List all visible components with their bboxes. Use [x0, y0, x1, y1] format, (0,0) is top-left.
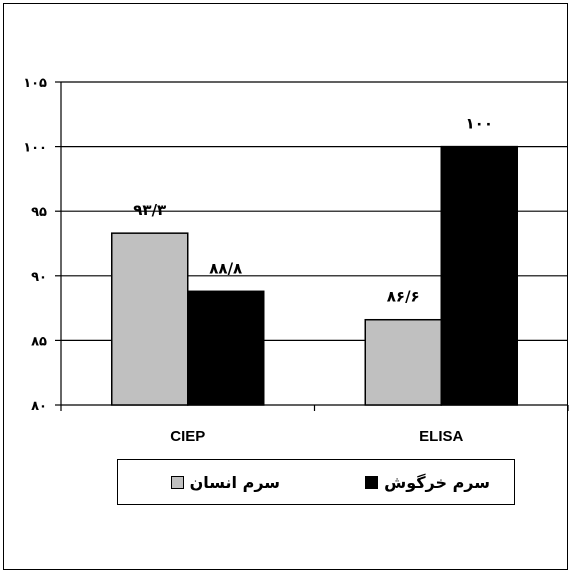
legend-item-rabbit: سرم خرگوش: [365, 470, 490, 494]
data-label: ۸۸/۸: [209, 259, 242, 277]
x-category-label: CIEP: [170, 428, 205, 445]
x-category-label: ELISA: [419, 428, 463, 445]
bar-elisa-1: [440, 145, 518, 406]
legend: سرم خرگوش سرم انسان: [117, 459, 515, 505]
data-label: ۹۳/۳: [133, 201, 166, 219]
data-label: ۸۶/۶: [387, 288, 420, 306]
legend-item-human: سرم انسان: [170, 470, 280, 494]
bar-elisa-0: [364, 318, 442, 406]
y-tick-label: ۱۰۵: [23, 76, 47, 91]
y-tick-label: ۹۰: [31, 270, 47, 285]
legend-label-human: سرم انسان: [189, 472, 280, 492]
y-tick-label: ۹۵: [31, 205, 47, 220]
y-tick-label: ۸۵: [31, 334, 47, 349]
data-label: ۱۰۰: [466, 115, 493, 133]
legend-swatch-human: [170, 475, 184, 489]
chart-frame: [3, 3, 568, 570]
bar-ciep-0: [111, 232, 189, 406]
bar-ciep-1: [187, 290, 265, 406]
legend-label-rabbit: سرم خرگوش: [384, 472, 490, 492]
y-tick-label: ۱۰۰: [23, 141, 47, 156]
legend-swatch-rabbit: [365, 475, 379, 489]
y-tick-label: ۸۰: [31, 399, 47, 414]
